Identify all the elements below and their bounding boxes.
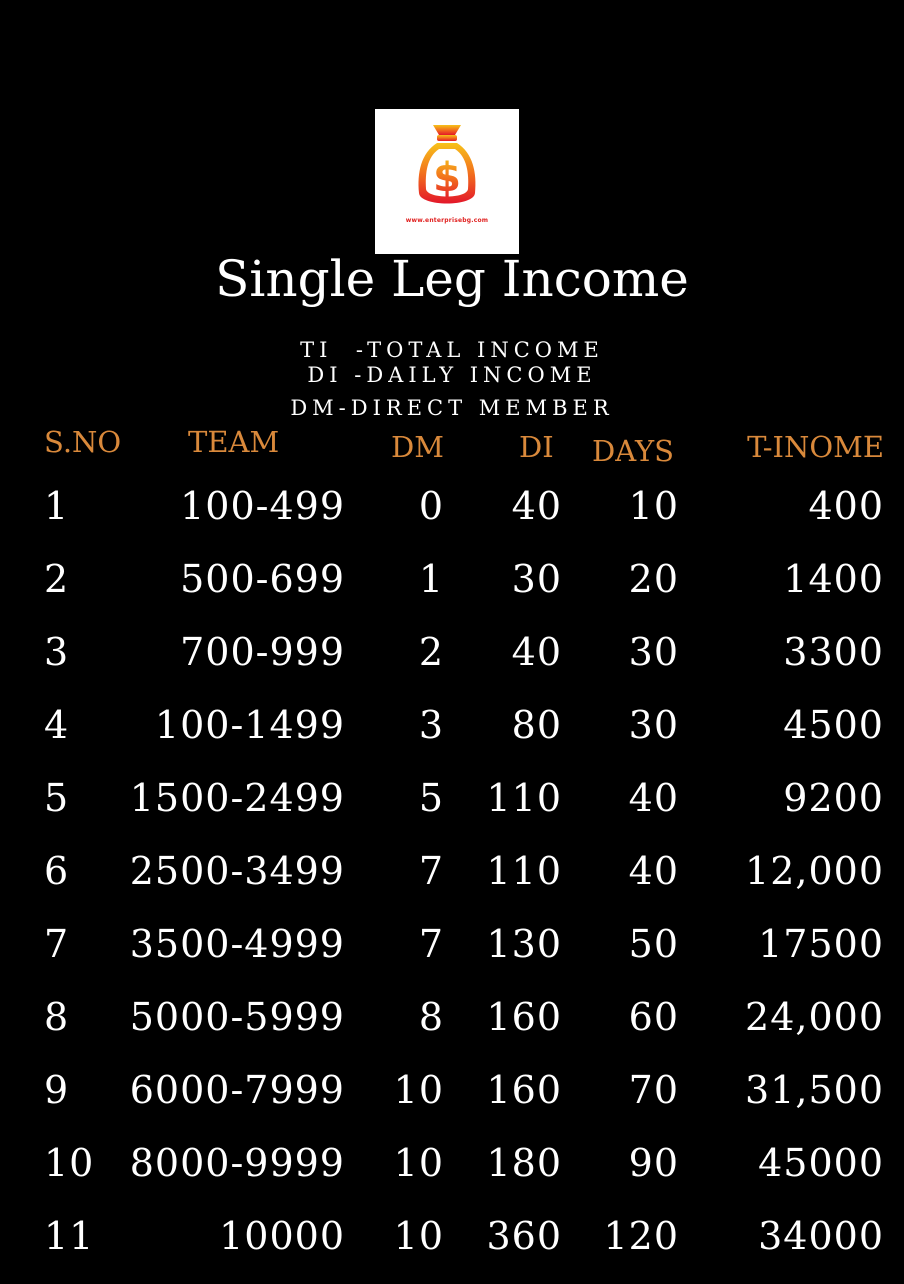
row-team: 10000	[219, 1214, 345, 1258]
row-days: 70	[628, 1068, 679, 1112]
row-di: 30	[511, 557, 562, 601]
header-team: TEAM	[188, 425, 280, 459]
header-dm: DM	[391, 430, 444, 464]
row-sno: 6	[44, 849, 70, 893]
row-income: 24,000	[745, 995, 884, 1039]
row-team: 8000-9999	[129, 1141, 345, 1185]
row-team: 100-499	[180, 484, 345, 528]
row-sno: 11	[44, 1214, 95, 1258]
row-income: 45000	[758, 1141, 884, 1185]
row-income: 12,000	[745, 849, 884, 893]
row-income: 17500	[758, 922, 884, 966]
row-team: 500-699	[180, 557, 345, 601]
row-dm: 3	[418, 703, 444, 747]
row-dm: 5	[418, 776, 444, 820]
row-dm: 7	[418, 922, 444, 966]
row-days: 10	[628, 484, 679, 528]
legend-ti: TI -TOTAL INCOME	[300, 338, 604, 362]
row-team: 700-999	[180, 630, 345, 674]
logo-url-text: www.enterprisebg.com	[405, 217, 489, 224]
row-di: 80	[511, 703, 562, 747]
table-row: 6 2500-3499 7 110 40 12,000	[0, 849, 904, 919]
row-di: 180	[486, 1141, 562, 1185]
row-dm: 1	[418, 557, 444, 601]
table-row: 4 100-1499 3 80 30 4500	[0, 703, 904, 773]
table-row: 5 1500-2499 5 110 40 9200	[0, 776, 904, 846]
row-dm: 10	[393, 1214, 444, 1258]
page-title: Single Leg Income	[215, 250, 689, 308]
row-income: 9200	[783, 776, 884, 820]
table-row: 1 100-499 0 40 10 400	[0, 484, 904, 554]
row-dm: 0	[418, 484, 444, 528]
row-dm: 10	[393, 1068, 444, 1112]
row-days: 30	[628, 703, 679, 747]
row-days: 120	[603, 1214, 679, 1258]
table-row: 2 500-699 1 30 20 1400	[0, 557, 904, 627]
row-sno: 4	[44, 703, 70, 747]
row-days: 30	[628, 630, 679, 674]
row-di: 130	[486, 922, 562, 966]
money-bag-icon: $	[418, 125, 476, 204]
table-row: 11 10000 10 360 120 34000	[0, 1214, 904, 1284]
row-days: 40	[628, 776, 679, 820]
header-di: DI	[519, 430, 554, 464]
row-days: 20	[628, 557, 679, 601]
row-income: 3300	[783, 630, 884, 674]
row-income: 4500	[783, 703, 884, 747]
row-income: 400	[808, 484, 884, 528]
row-di: 160	[486, 995, 562, 1039]
legend-di: DI -DAILY INCOME	[307, 363, 597, 387]
row-team: 100-1499	[154, 703, 345, 747]
row-di: 160	[486, 1068, 562, 1112]
row-team: 5000-5999	[129, 995, 345, 1039]
header-income: T-INOME	[747, 430, 884, 464]
row-team: 6000-7999	[129, 1068, 345, 1112]
row-dm: 2	[418, 630, 444, 674]
row-days: 90	[628, 1141, 679, 1185]
row-income: 31,500	[745, 1068, 884, 1112]
table-row: 3 700-999 2 40 30 3300	[0, 630, 904, 700]
table-row: 9 6000-7999 10 160 70 31,500	[0, 1068, 904, 1138]
header-days: DAYS	[592, 434, 675, 468]
row-sno: 2	[44, 557, 70, 601]
table-row: 8 5000-5999 8 160 60 24,000	[0, 995, 904, 1065]
header-sno: S.NO	[44, 425, 122, 459]
row-di: 40	[511, 484, 562, 528]
row-dm: 10	[393, 1141, 444, 1185]
legend-dm: DM-DIRECT MEMBER	[290, 396, 614, 420]
row-income: 34000	[758, 1214, 884, 1258]
row-days: 60	[628, 995, 679, 1039]
row-di: 110	[486, 776, 562, 820]
logo: $ www.enterprisebg.com	[375, 109, 519, 254]
row-sno: 1	[44, 484, 70, 528]
table-row: 10 8000-9999 10 180 90 45000	[0, 1141, 904, 1211]
row-team: 1500-2499	[129, 776, 345, 820]
row-team: 3500-4999	[129, 922, 345, 966]
row-dm: 8	[418, 995, 444, 1039]
row-sno: 3	[44, 630, 70, 674]
table-row: 7 3500-4999 7 130 50 17500	[0, 922, 904, 992]
row-days: 50	[628, 922, 679, 966]
row-income: 1400	[783, 557, 884, 601]
row-sno: 10	[44, 1141, 95, 1185]
row-sno: 5	[44, 776, 70, 820]
row-di: 360	[486, 1214, 562, 1258]
row-days: 40	[628, 849, 679, 893]
row-di: 110	[486, 849, 562, 893]
svg-text:$: $	[433, 155, 461, 201]
row-sno: 7	[44, 922, 70, 966]
row-sno: 8	[44, 995, 70, 1039]
row-sno: 9	[44, 1068, 70, 1112]
row-dm: 7	[418, 849, 444, 893]
row-di: 40	[511, 630, 562, 674]
row-team: 2500-3499	[129, 849, 345, 893]
